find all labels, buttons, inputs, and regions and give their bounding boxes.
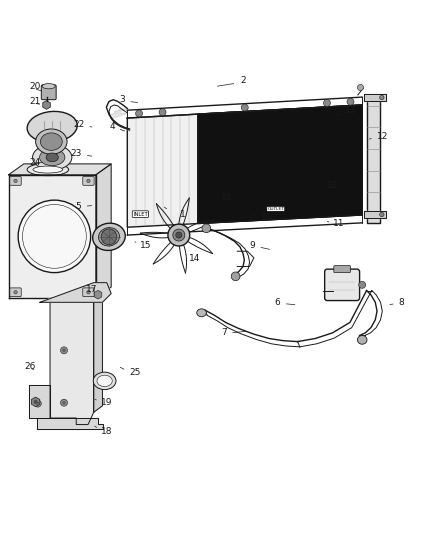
Text: 12: 12 — [377, 132, 389, 141]
FancyBboxPatch shape — [10, 176, 21, 185]
Circle shape — [241, 104, 248, 111]
Circle shape — [380, 95, 384, 100]
Circle shape — [202, 224, 211, 233]
Circle shape — [60, 399, 67, 406]
Circle shape — [136, 110, 142, 117]
Text: 4: 4 — [110, 122, 115, 131]
Text: 25: 25 — [130, 368, 141, 377]
Circle shape — [176, 232, 182, 238]
Polygon shape — [37, 418, 103, 429]
Text: OUTLET: OUTLET — [267, 207, 284, 211]
Text: 18: 18 — [101, 427, 113, 436]
Circle shape — [34, 400, 41, 407]
Ellipse shape — [357, 335, 367, 344]
Text: 13: 13 — [345, 106, 356, 115]
Circle shape — [347, 98, 354, 105]
Circle shape — [87, 179, 90, 183]
Circle shape — [14, 290, 17, 294]
Circle shape — [18, 200, 91, 272]
Polygon shape — [96, 164, 111, 298]
Polygon shape — [367, 97, 380, 223]
Text: 7: 7 — [221, 328, 227, 337]
Text: 23: 23 — [70, 149, 81, 158]
Ellipse shape — [99, 228, 120, 246]
Text: 16: 16 — [221, 193, 233, 202]
Text: 8: 8 — [398, 298, 404, 307]
Circle shape — [87, 290, 90, 294]
Polygon shape — [198, 105, 362, 223]
FancyBboxPatch shape — [10, 288, 21, 297]
Circle shape — [159, 109, 166, 116]
Polygon shape — [364, 211, 386, 219]
FancyBboxPatch shape — [334, 265, 350, 272]
Circle shape — [359, 281, 366, 288]
Ellipse shape — [32, 144, 72, 170]
Circle shape — [62, 401, 66, 405]
Circle shape — [101, 229, 117, 245]
Ellipse shape — [197, 309, 206, 317]
Circle shape — [173, 229, 185, 241]
FancyBboxPatch shape — [41, 85, 56, 100]
FancyBboxPatch shape — [83, 288, 94, 297]
Ellipse shape — [97, 375, 112, 386]
Circle shape — [380, 212, 384, 217]
Text: 12: 12 — [327, 181, 339, 190]
Polygon shape — [9, 164, 111, 175]
Polygon shape — [50, 302, 94, 425]
Text: 2: 2 — [240, 76, 246, 85]
Ellipse shape — [93, 223, 125, 251]
Text: OUTLET: OUTLET — [267, 207, 284, 211]
Polygon shape — [94, 296, 102, 413]
Ellipse shape — [33, 166, 63, 173]
Ellipse shape — [93, 372, 116, 390]
Text: 6: 6 — [274, 298, 280, 307]
Text: 5: 5 — [76, 202, 81, 211]
Circle shape — [324, 100, 330, 107]
Text: 21: 21 — [29, 97, 40, 106]
Text: 26: 26 — [25, 361, 36, 370]
Text: 10: 10 — [261, 213, 272, 222]
Text: 1: 1 — [180, 211, 185, 220]
Text: 15: 15 — [141, 241, 152, 250]
Text: 14: 14 — [189, 254, 201, 263]
Ellipse shape — [39, 149, 65, 166]
FancyBboxPatch shape — [83, 176, 94, 185]
Text: 24: 24 — [29, 158, 40, 167]
FancyBboxPatch shape — [325, 269, 360, 301]
Circle shape — [357, 84, 364, 91]
Polygon shape — [40, 282, 111, 302]
Polygon shape — [29, 385, 50, 418]
Circle shape — [60, 347, 67, 354]
Ellipse shape — [40, 133, 62, 150]
Ellipse shape — [27, 111, 77, 142]
Text: 20: 20 — [29, 82, 40, 91]
Text: 9: 9 — [249, 241, 255, 250]
Circle shape — [14, 179, 17, 183]
Text: INLET: INLET — [133, 212, 148, 216]
Ellipse shape — [27, 164, 69, 176]
Text: 3: 3 — [120, 95, 125, 104]
Circle shape — [36, 402, 39, 405]
Circle shape — [62, 349, 66, 352]
Ellipse shape — [42, 84, 55, 89]
Circle shape — [168, 224, 190, 246]
Polygon shape — [9, 175, 96, 298]
Circle shape — [33, 400, 38, 404]
Text: 17: 17 — [86, 285, 97, 294]
Circle shape — [231, 272, 240, 281]
Polygon shape — [127, 105, 362, 227]
Text: 19: 19 — [101, 398, 113, 407]
Text: 22: 22 — [73, 120, 85, 129]
Ellipse shape — [35, 129, 67, 154]
Ellipse shape — [46, 153, 58, 161]
Text: 11: 11 — [333, 219, 345, 228]
Polygon shape — [364, 94, 386, 101]
